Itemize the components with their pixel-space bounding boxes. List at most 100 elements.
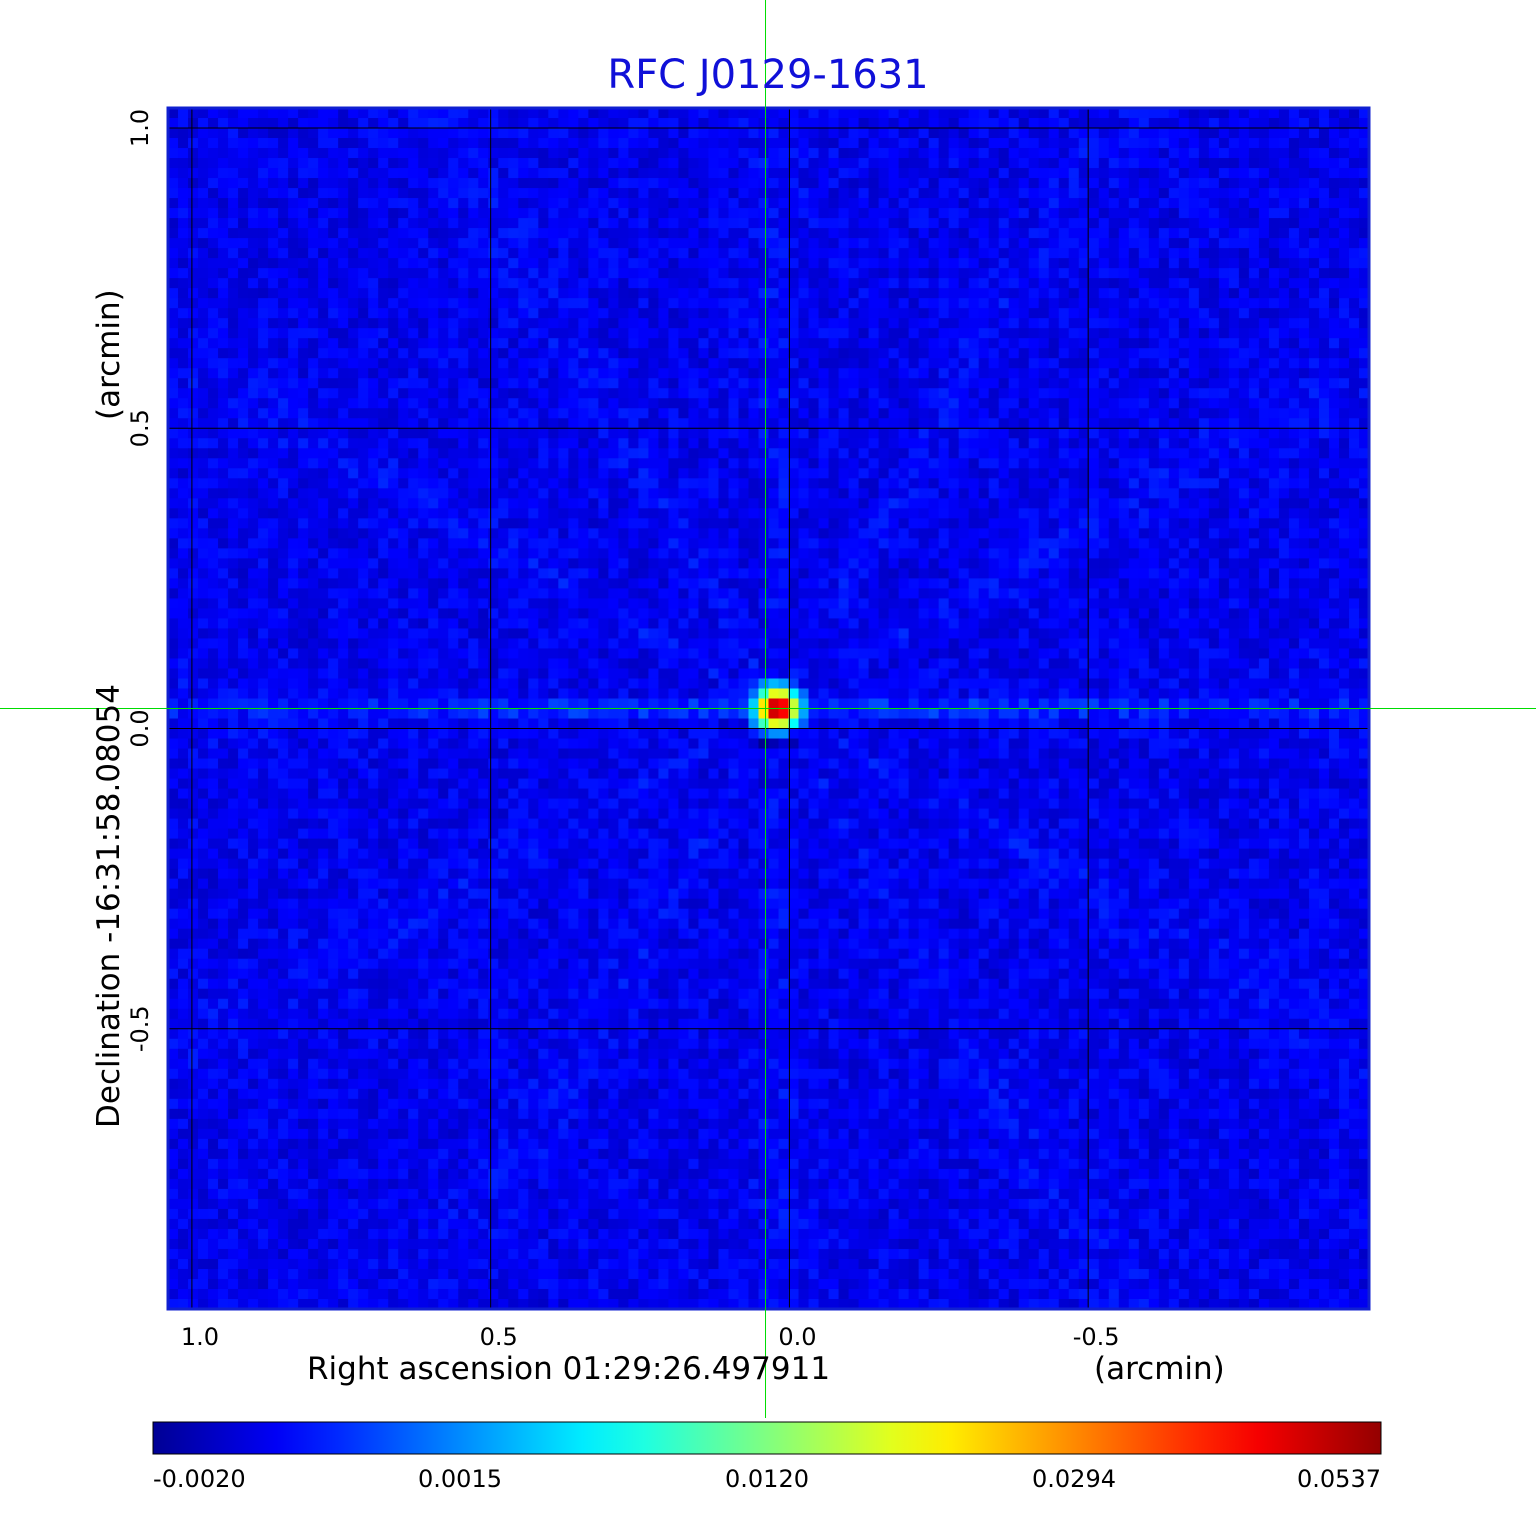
heatmap-cell bbox=[438, 368, 449, 379]
heatmap-cell bbox=[1138, 108, 1150, 119]
heatmap-cell bbox=[768, 398, 780, 409]
heatmap-cell bbox=[748, 208, 760, 219]
heatmap-cell bbox=[1358, 128, 1370, 139]
heatmap-cell bbox=[1358, 298, 1370, 309]
heatmap-cell bbox=[1128, 508, 1140, 519]
heatmap-cell bbox=[808, 318, 820, 329]
heatmap-cell bbox=[388, 498, 399, 509]
heatmap-cell bbox=[1288, 328, 1300, 339]
heatmap-cell bbox=[828, 238, 840, 249]
heatmap-cell bbox=[288, 458, 299, 469]
heatmap-cell bbox=[1058, 188, 1070, 199]
heatmap-cell bbox=[378, 368, 389, 379]
heatmap-cell bbox=[688, 218, 700, 229]
heatmap-cell bbox=[938, 248, 950, 259]
heatmap-cell bbox=[1278, 448, 1290, 459]
heatmap-cell bbox=[958, 328, 970, 339]
heatmap-cell bbox=[1268, 138, 1280, 149]
heatmap-cell bbox=[1218, 478, 1230, 489]
heatmap-cell bbox=[908, 318, 920, 329]
heatmap-cell bbox=[858, 398, 870, 409]
heatmap-cell bbox=[338, 248, 349, 259]
heatmap-cell bbox=[848, 478, 860, 489]
heatmap-cell bbox=[1298, 358, 1310, 369]
heatmap-cell bbox=[758, 298, 770, 309]
heatmap-cell bbox=[268, 448, 279, 459]
heatmap-cell bbox=[618, 418, 629, 429]
heatmap-cell bbox=[188, 278, 199, 289]
heatmap-cell bbox=[888, 168, 900, 179]
heatmap-cell bbox=[968, 428, 980, 439]
heatmap-cell bbox=[1298, 448, 1310, 459]
heatmap-cell bbox=[558, 138, 569, 149]
heatmap-cell bbox=[1158, 118, 1170, 129]
heatmap-cell bbox=[758, 498, 770, 509]
heatmap-cell bbox=[558, 198, 569, 209]
heatmap-cell bbox=[788, 398, 800, 409]
heatmap-cell bbox=[1028, 198, 1040, 209]
heatmap-cell bbox=[898, 448, 910, 459]
heatmap-cell bbox=[608, 308, 619, 319]
heatmap-cell bbox=[998, 368, 1010, 379]
heatmap-cell bbox=[238, 488, 249, 499]
heatmap-cell bbox=[758, 428, 770, 439]
heatmap-cell bbox=[528, 418, 539, 429]
heatmap-cell bbox=[1278, 318, 1290, 329]
heatmap-cell bbox=[298, 328, 309, 339]
heatmap-cell bbox=[648, 278, 660, 289]
heatmap-cell bbox=[1188, 438, 1200, 449]
heatmap-cell bbox=[598, 238, 609, 249]
heatmap-cell bbox=[928, 268, 940, 279]
heatmap-cell bbox=[708, 158, 720, 169]
heatmap-cell bbox=[688, 258, 700, 269]
heatmap-cell bbox=[1158, 498, 1170, 509]
heatmap-cell bbox=[488, 458, 499, 469]
heatmap-cell bbox=[1188, 308, 1200, 319]
heatmap-cell bbox=[928, 188, 940, 199]
heatmap-cell bbox=[878, 298, 890, 309]
heatmap-cell bbox=[1118, 428, 1130, 439]
heatmap-cell bbox=[1108, 328, 1120, 339]
heatmap-cell bbox=[308, 288, 319, 299]
heatmap-cell bbox=[798, 428, 810, 439]
heatmap-cell bbox=[518, 108, 529, 119]
heatmap-cell bbox=[768, 238, 780, 249]
heatmap-cell bbox=[1088, 278, 1100, 289]
heatmap-cell bbox=[328, 518, 339, 529]
heatmap-cell bbox=[988, 338, 1000, 349]
heatmap-cell bbox=[418, 318, 429, 329]
heatmap-cell bbox=[528, 288, 539, 299]
heatmap-cell bbox=[528, 498, 539, 509]
heatmap-cell bbox=[1218, 178, 1230, 189]
heatmap-cell bbox=[578, 118, 589, 129]
heatmap-cell bbox=[1308, 168, 1320, 179]
heatmap-cell bbox=[468, 448, 479, 459]
heatmap-cell bbox=[1348, 108, 1360, 119]
heatmap-cell bbox=[1228, 248, 1240, 259]
heatmap-cell bbox=[448, 458, 459, 469]
heatmap-cell bbox=[428, 508, 439, 519]
heatmap-cell bbox=[988, 448, 1000, 459]
heatmap-cell bbox=[858, 238, 870, 249]
heatmap-cell bbox=[458, 368, 469, 379]
heatmap-cell bbox=[608, 448, 619, 459]
heatmap-cell bbox=[1028, 248, 1040, 259]
heatmap-cell bbox=[818, 238, 830, 249]
heatmap-cell bbox=[578, 288, 589, 299]
heatmap-cell bbox=[758, 328, 770, 339]
heatmap-cell bbox=[788, 498, 800, 509]
heatmap-cell bbox=[658, 128, 670, 139]
heatmap-cell bbox=[958, 348, 970, 359]
heatmap-cell bbox=[248, 408, 259, 419]
heatmap-cell bbox=[818, 108, 830, 119]
heatmap-cell bbox=[648, 118, 660, 129]
heatmap-cell bbox=[388, 488, 399, 499]
heatmap-cell bbox=[638, 288, 649, 299]
heatmap-cell bbox=[1048, 448, 1060, 459]
heatmap-cell bbox=[208, 218, 219, 229]
heatmap-cell bbox=[328, 388, 339, 399]
heatmap-cell bbox=[628, 378, 639, 389]
heatmap-cell bbox=[908, 118, 920, 129]
heatmap-cell bbox=[778, 268, 790, 279]
heatmap-cell bbox=[1148, 228, 1160, 239]
